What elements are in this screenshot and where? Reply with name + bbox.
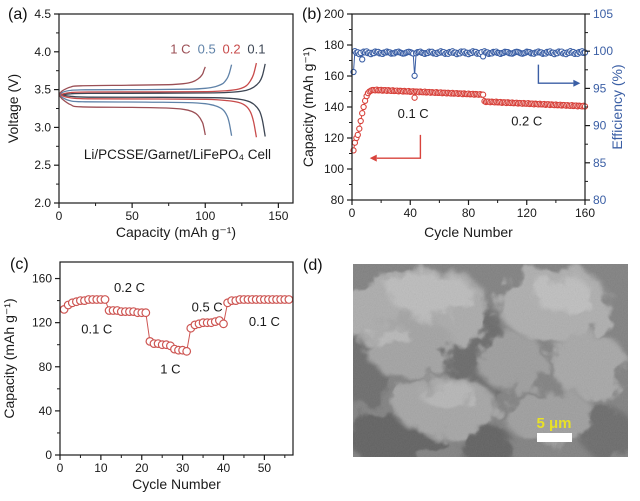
y-axis-title: Capacity (mAh g⁻¹): [1, 298, 17, 418]
curve-1C-discharge: [58, 93, 206, 136]
y-tick-label: 100: [324, 162, 344, 176]
x-axis-title: Cycle Number: [424, 224, 513, 240]
x-tick-label: 120: [517, 206, 537, 220]
right-tick-label: 95: [593, 81, 607, 95]
capacity-axis-arrow: [376, 134, 422, 159]
curve-0.2C-charge: [58, 62, 258, 97]
y-axis-title: Voltage (V): [5, 74, 21, 143]
y-tick-label: 3.0: [34, 120, 51, 134]
right-tick-label: 90: [593, 119, 607, 133]
x-tick-label: 20: [135, 461, 149, 475]
curve-0.2C-discharge: [58, 92, 258, 138]
x-tick-label: 0: [349, 206, 356, 220]
y-axis-title-left: Capacity (mAh g⁻¹): [300, 47, 316, 167]
axes: [347, 13, 590, 205]
x-tick-label: 160: [575, 206, 595, 220]
rate-capacity-series: [59, 295, 294, 356]
right-tick-label: 85: [593, 156, 607, 170]
rate-label: 0.1: [247, 41, 265, 56]
panel-label-a: (a): [8, 6, 28, 23]
rate-label: 0.5: [198, 41, 216, 56]
y-tick-label: 120: [324, 131, 344, 145]
y-tick-label: 4.5: [34, 7, 51, 21]
x-tick-label: 40: [404, 206, 418, 220]
y-axis-title-right: Efficiency (%): [609, 64, 625, 149]
capacity-axis-arrow-head: [369, 154, 377, 162]
panel-label-c: (c): [10, 256, 29, 273]
x-tick-label: 80: [462, 206, 476, 220]
y-tick-label: 200: [324, 7, 344, 21]
x-tick-label: 40: [217, 461, 231, 475]
x-tick-label: 0: [56, 209, 63, 223]
curve-0.1C-discharge: [58, 92, 266, 137]
efficiency-axis-arrow: [537, 64, 574, 84]
rate-label: 1 C: [170, 41, 190, 56]
sem-grain-overlay: [353, 264, 628, 457]
x-tick-label: 0: [57, 461, 64, 475]
panel-label-b: (b): [302, 6, 322, 23]
curve-0.5C-charge: [58, 64, 233, 97]
x-tick-label: 10: [94, 461, 108, 475]
y-tick-label: 2.5: [34, 158, 51, 172]
scale-bar-label: 5 μm: [536, 415, 571, 432]
panel-d-sem-image: 5 μm: [353, 264, 628, 457]
efficiency-series: [350, 48, 589, 79]
curve-0.5C-discharge: [58, 92, 233, 136]
y-tick-label: 40: [39, 404, 53, 418]
scale-bar: [537, 433, 572, 442]
annotation-rate: 1 C: [160, 361, 180, 376]
panel-a-voltage-capacity-chart: 0 50 100 150 2.0 2.5 3.0 3.5 4.0 4.5 1 C 0.5 0.2 0.1 L…: [5, 7, 294, 240]
right-tick-label: 100: [593, 44, 613, 58]
panel-label-d: (d): [303, 257, 323, 274]
y-tick-label: 160: [324, 69, 344, 83]
y-tick-label: 80: [39, 360, 53, 374]
annotation-0.1C: 0.1 C: [398, 106, 429, 121]
y-tick-label: 120: [32, 316, 52, 330]
x-axis-title: Capacity (mAh g⁻¹): [116, 224, 236, 240]
annotation-0.2C: 0.2 C: [511, 114, 542, 129]
curve-1C-charge: [58, 66, 206, 96]
plot-frame: [58, 13, 294, 204]
y-tick-label: 160: [32, 272, 52, 286]
x-tick-label: 30: [176, 461, 190, 475]
panel-c-rate-capability-chart: 0 10 20 30 40 50 0 40 80 120 160 0.1 C 0.2 C 1 C 0.5 C…: [1, 261, 294, 492]
right-tick-label: 105: [593, 7, 613, 21]
capacity-series: [350, 86, 589, 154]
y-tick-label: 180: [324, 38, 344, 52]
x-tick-label: 150: [268, 209, 288, 223]
y-tick-label: 0: [45, 448, 52, 462]
annotation-rate: 0.2 C: [114, 280, 145, 295]
x-tick-label: 50: [125, 209, 139, 223]
y-tick-label: 80: [331, 193, 345, 207]
voltage-curves: [58, 62, 266, 138]
plot-frame: [351, 13, 586, 201]
x-tick-label: 50: [258, 461, 272, 475]
annotation-rate: 0.1 C: [249, 314, 280, 329]
y-tick-label: 2.0: [34, 196, 51, 210]
x-tick-label: 100: [195, 209, 215, 223]
plot-frame: [59, 261, 294, 456]
curve-0.1C-charge: [58, 63, 266, 98]
y-tick-label: 3.5: [34, 83, 51, 97]
y-tick-label: 140: [324, 100, 344, 114]
annotation-rate: 0.5 C: [192, 300, 223, 315]
x-axis-title: Cycle Number: [132, 476, 221, 492]
rate-label: 0.2: [223, 41, 241, 56]
y-tick-label: 4.0: [34, 45, 51, 59]
cell-label: Li/PCSSE/Garnet/LiFePO₄ Cell: [84, 147, 271, 162]
efficiency-axis-arrow-head: [573, 79, 581, 87]
axes: [54, 13, 279, 208]
right-tick-label: 80: [593, 193, 607, 207]
annotation-rate: 0.1 C: [81, 322, 112, 337]
sem-micrograph: [353, 264, 628, 457]
